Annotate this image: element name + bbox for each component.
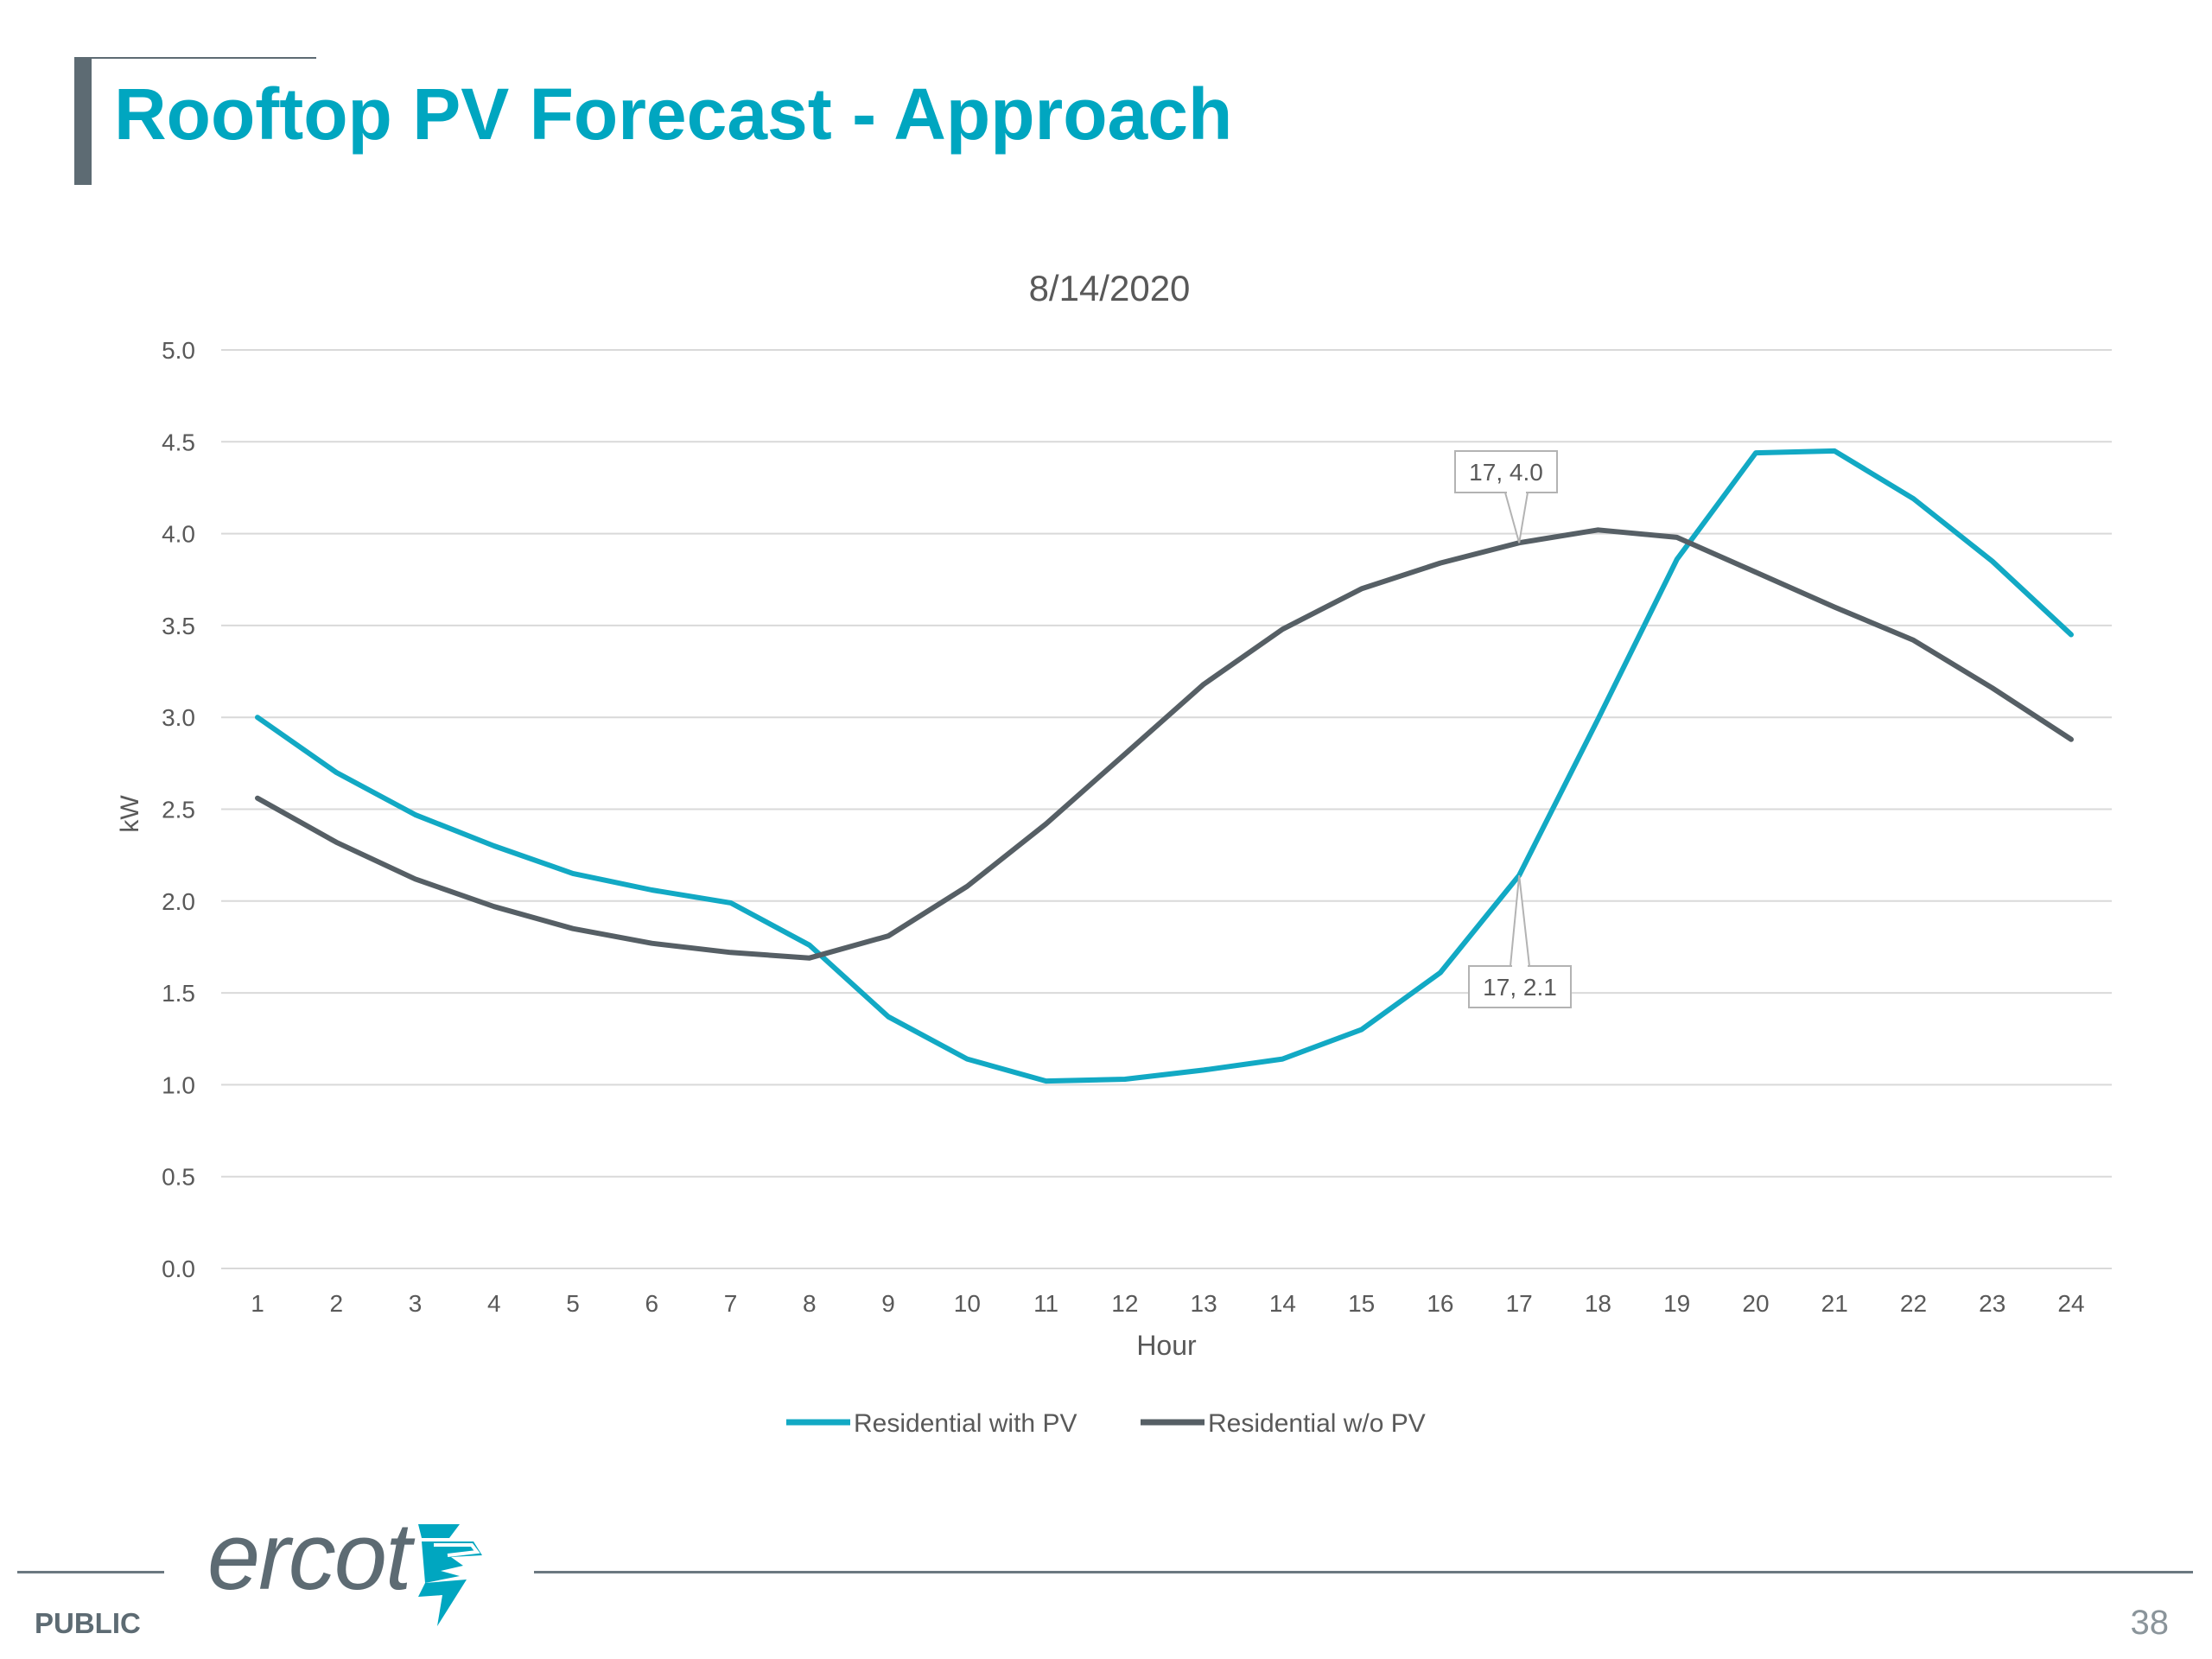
x-tick-label: 15 [1348,1290,1375,1317]
y-tick-label: 1.0 [162,1071,195,1098]
y-tick-label: 0.0 [162,1255,195,1282]
x-tick-label: 12 [1111,1290,1138,1317]
callout-pointer [1503,492,1529,543]
series-line-2 [255,527,2074,961]
y-tick-label: 3.0 [162,704,195,731]
chart-title: 8/14/2020 [1029,268,1191,308]
x-tick-label: 17 [1506,1290,1533,1317]
page-number: 38 [2130,1604,2170,1642]
y-axis-label: kW [116,795,144,833]
data-callouts: 17, 4.0 17, 2.1 [1454,450,1572,1008]
x-tick-label: 18 [1585,1290,1611,1317]
x-tick-label: 9 [881,1290,895,1317]
x-axis-label: Hour [1136,1330,1197,1361]
x-tick-label: 11 [1033,1290,1058,1317]
x-tick-label: 24 [2057,1290,2084,1317]
x-tick-label: 22 [1900,1290,1927,1317]
series-lines [255,448,2074,1084]
x-tick-label: 3 [409,1290,423,1317]
x-tick-label: 4 [487,1290,501,1317]
data-label: 17, 4.0 [1469,459,1543,486]
callout-box [1468,965,1572,1008]
y-tick-label: 0.5 [162,1164,195,1191]
legend: Residential with PV Residential w/o PV [786,1409,1426,1438]
slide-title: Rooftop PV Forecast - Approach [114,73,1233,155]
x-tick-label: 13 [1191,1290,1217,1317]
x-tick-label: 16 [1427,1290,1453,1317]
title-accent-line [74,57,316,59]
x-tick-label: 23 [1979,1290,2005,1317]
title-accent-bar [74,57,92,185]
data-label: 17, 2.1 [1483,974,1557,1001]
y-axis-ticks: 0.0 0.5 1.0 1.5 2.0 2.5 3.0 3.5 4.0 4.5 5.0 [162,337,195,1282]
x-tick-label: 2 [329,1290,343,1317]
x-tick-label: 19 [1663,1290,1690,1317]
y-tick-label: 2.5 [162,797,195,823]
texas-bolt-icon [418,1524,482,1626]
footer-divider-left [17,1571,164,1573]
legend-label: Residential with PV [854,1409,1077,1438]
y-tick-label: 5.0 [162,337,195,364]
legend-label: Residential w/o PV [1208,1409,1426,1438]
y-tick-label: 1.5 [162,980,195,1007]
y-tick-label: 4.0 [162,521,195,548]
gridlines [221,349,2112,1269]
line-chart: 8/14/2020 0.0 0.5 1.0 1.5 2.0 2.5 3.0 3.5 4.0 4.5… [116,268,2112,1438]
y-tick-label: 4.5 [162,429,195,455]
x-tick-label: 7 [724,1290,738,1317]
x-tick-label: 14 [1269,1290,1296,1317]
logo-wordmark: ercot [207,1503,412,1610]
footer-classification: PUBLIC [35,1607,141,1639]
x-tick-label: 5 [566,1290,580,1317]
x-tick-label: 21 [1821,1290,1848,1317]
x-tick-label: 1 [251,1290,264,1317]
series-line-1 [255,448,2074,1084]
footer-divider-right [534,1571,2193,1573]
x-tick-label: 10 [954,1290,981,1317]
x-tick-label: 20 [1742,1290,1769,1317]
ercot-logo: ercot [207,1503,493,1637]
x-tick-label: 8 [803,1290,817,1317]
x-axis-ticks: 1 2 3 4 5 6 7 8 9 10 11 12 13 14 15 16 17 18 19 20 21 22 23 24 [251,1290,2084,1317]
y-tick-label: 3.5 [162,613,195,639]
y-tick-label: 2.0 [162,888,195,915]
callout-pointer [1509,874,1531,967]
callout-box [1454,450,1558,493]
x-tick-label: 6 [645,1290,659,1317]
